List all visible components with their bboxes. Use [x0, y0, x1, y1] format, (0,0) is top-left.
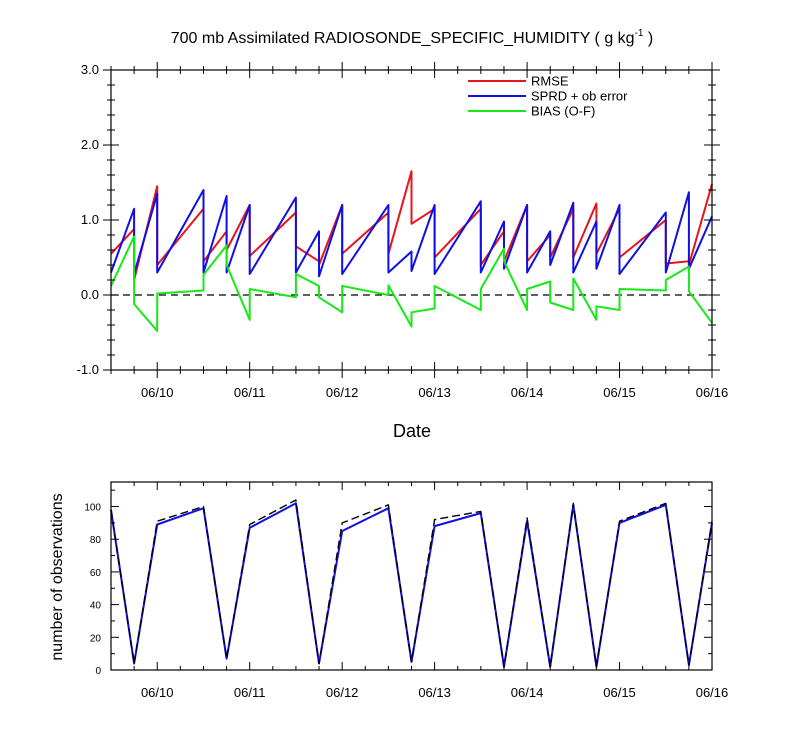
y-tick-label: 1.0	[81, 212, 99, 227]
x-tick-label: 06/11	[234, 385, 266, 400]
x-tick-label: 06/12	[326, 385, 359, 400]
chart-title: 700 mb Assimilated RADIOSONDE_SPECIFIC_H…	[171, 28, 654, 47]
legend-entry: RMSE	[531, 74, 569, 89]
x-tick-label: 06/10	[141, 385, 174, 400]
x-tick-label: 06/13	[418, 385, 451, 400]
y-tick-label: 2.0	[81, 137, 99, 152]
x-axis-label: Date	[393, 421, 431, 441]
x-tick-label: 06/13	[418, 685, 451, 700]
x-tick-label: 06/14	[511, 385, 544, 400]
x-tick-label: 06/16	[696, 685, 729, 700]
series-line-rmse	[110, 170, 713, 281]
top-chart: 700 mb Assimilated RADIOSONDE_SPECIFIC_H…	[77, 28, 729, 441]
bottom-chart: 06/10 06/11 06/12 06/13 06/14 06/15 06/16 0 20 40…	[49, 481, 729, 700]
y-axis-label-observations: number of observations	[49, 493, 66, 660]
x-tick-label: 06/15	[603, 685, 636, 700]
y-tick-label: 60	[90, 568, 102, 579]
y-tick-label: -1.0	[77, 362, 99, 377]
y-tick-label: 40	[90, 601, 102, 612]
x-tick-label: 06/15	[603, 385, 636, 400]
y-tick-label: 80	[90, 535, 102, 546]
series-line-used-observations	[110, 502, 713, 668]
x-tick-label: 06/12	[326, 685, 359, 700]
bottom-plot-frame	[110, 481, 713, 671]
legend-entry: BIAS (O-F)	[531, 104, 595, 119]
series-line-sprd-ob-error	[110, 189, 713, 278]
x-tick-label: 06/10	[141, 685, 174, 700]
x-tick-label: 06/14	[511, 685, 544, 700]
legend-entry: SPRD + ob error	[531, 89, 628, 104]
y-tick-label: 3.0	[81, 62, 99, 77]
y-tick-label: 20	[90, 633, 102, 644]
x-tick-label: 06/11	[234, 685, 266, 700]
y-tick-label: 0	[95, 666, 101, 677]
series-line-bias-o-f	[110, 235, 713, 332]
series-line-possible-observations	[110, 499, 713, 668]
x-tick-label: 06/16	[696, 385, 729, 400]
y-tick-label: 0.0	[81, 287, 99, 302]
y-tick-label: 100	[84, 503, 101, 514]
